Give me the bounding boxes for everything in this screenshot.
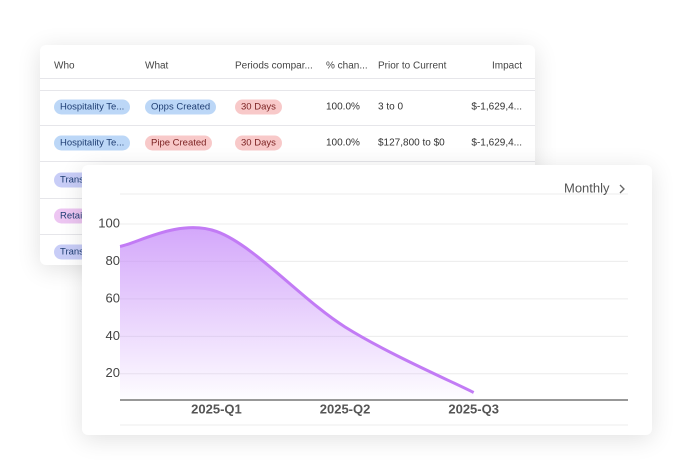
table-cell: $-1,629,4... <box>471 101 522 113</box>
row-divider <box>40 125 535 126</box>
what-tag: Opps Created <box>145 99 217 115</box>
who-tag: Trans <box>54 172 90 188</box>
table-cell: 3 to 0 <box>378 101 404 113</box>
y-tick-label: 60 <box>106 290 120 305</box>
column-header: Who <box>54 60 75 72</box>
area-line <box>119 226 475 394</box>
who-tag: Hospitality Te... <box>54 135 131 151</box>
who-tag: Retai <box>54 208 89 224</box>
chart: 100 80 60 40 20 Monthly 2025-Q1 2025-Q2 2025-Q… <box>98 180 628 426</box>
chevron[interactable] <box>619 184 625 194</box>
row-divider <box>40 161 535 162</box>
column-header: What <box>145 60 169 72</box>
column-header: % chan... <box>326 60 368 72</box>
table-cell: 100.0% <box>326 137 360 149</box>
column-header: Periods compar... <box>235 60 313 72</box>
period-selector[interactable]: Monthly <box>564 180 610 195</box>
table-cell: $-1,629,4... <box>471 137 522 149</box>
y-tick-label: 20 <box>106 365 120 380</box>
x-tick-label: 2025-Q3 <box>448 401 499 416</box>
table-cell: $127,800 to $0 <box>378 137 445 149</box>
table-cell: 100.0% <box>326 101 360 113</box>
who-tag: Trans <box>54 244 90 260</box>
table-cell: 30 Days <box>235 99 282 115</box>
row-divider <box>40 78 535 79</box>
x-tick-label: 2025-Q2 <box>320 401 371 416</box>
who-tag: Hospitality Te... <box>54 99 131 115</box>
column-header: Impact <box>491 60 522 72</box>
chart-card: 100 80 60 40 20 Monthly 2025-Q1 2025-Q2 2025-Q… <box>82 165 652 435</box>
y-tick-label: 40 <box>106 328 120 343</box>
table-cell: 30 Days <box>235 135 282 151</box>
what-tag: Pipe Created <box>145 135 213 151</box>
area-fill <box>120 227 474 400</box>
row-divider <box>40 90 535 91</box>
y-tick-label: 100 <box>98 215 120 230</box>
column-header: Prior to Current <box>378 60 447 72</box>
y-tick-label: 80 <box>106 253 120 268</box>
x-tick-label: 2025-Q1 <box>191 401 242 416</box>
